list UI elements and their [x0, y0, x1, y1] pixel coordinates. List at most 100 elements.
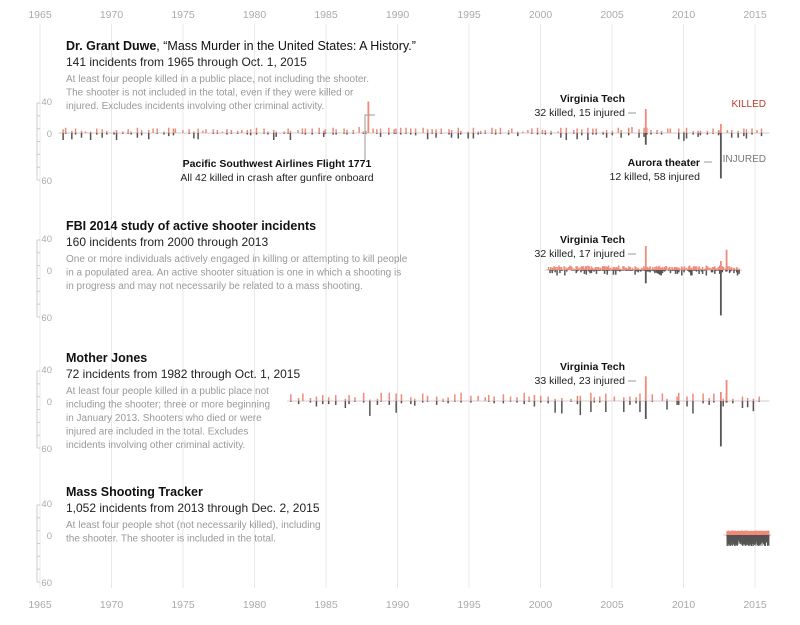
bar-injured — [735, 270, 738, 273]
panel-description-line: At least four people killed in a public … — [66, 74, 369, 85]
bar-killed — [647, 267, 650, 270]
panel-description-line: in a populated area. An active shooter s… — [66, 268, 401, 279]
bar-injured — [64, 133, 67, 134]
bar-injured — [598, 270, 601, 271]
bar-killed — [421, 393, 424, 401]
bar-injured — [549, 270, 552, 271]
bar-killed — [84, 131, 87, 133]
bar-injured — [297, 401, 300, 405]
bar-killed — [581, 129, 583, 133]
bar-killed — [127, 129, 129, 133]
bar-killed — [335, 395, 337, 401]
bar-killed — [410, 128, 412, 133]
bar-injured — [638, 270, 641, 271]
bar-injured — [275, 133, 277, 137]
panel-title: Mother Jones — [66, 351, 147, 365]
bar-killed — [388, 127, 390, 133]
bar-injured — [516, 401, 518, 403]
bar-injured — [561, 270, 564, 271]
bar-killed — [701, 267, 704, 270]
bar-killed — [152, 128, 154, 133]
bar-injured — [612, 270, 615, 275]
panel-title: Mass Shooting Tracker — [66, 485, 203, 499]
bar-killed — [732, 268, 734, 270]
bar-injured — [643, 133, 645, 137]
bar-killed — [634, 266, 636, 270]
bar-injured — [460, 133, 462, 135]
bar-killed — [335, 129, 337, 133]
bar-killed — [599, 396, 601, 401]
annotation-title: Aurora theater — [628, 157, 700, 169]
bar-killed — [566, 268, 569, 270]
bar-injured — [80, 133, 83, 138]
bar-killed — [639, 269, 642, 270]
bar-killed — [527, 130, 529, 133]
bar-injured — [602, 270, 604, 271]
bar-killed — [287, 128, 289, 133]
bar-injured — [715, 270, 718, 271]
bar-injured — [654, 270, 656, 274]
bar-injured — [502, 401, 505, 404]
bar-injured — [753, 535, 755, 546]
bar-killed — [448, 129, 450, 133]
bar-injured — [460, 401, 462, 403]
bar-injured — [646, 270, 649, 272]
bar-killed — [140, 130, 143, 133]
bar-killed — [414, 398, 416, 401]
bar-injured — [758, 535, 759, 544]
bar-killed — [615, 267, 618, 270]
bar-injured — [593, 401, 595, 403]
bar-killed — [615, 267, 617, 270]
bar-killed — [595, 128, 597, 133]
bar-injured — [335, 133, 337, 135]
bar-injured — [624, 270, 627, 271]
y-tick-label-0: 0 — [47, 129, 52, 140]
bar-killed — [669, 128, 672, 133]
bar-injured — [625, 270, 628, 271]
panel-title-bold: FBI 2014 study of active shooter inciden… — [66, 219, 316, 233]
bar-injured — [583, 270, 586, 274]
bar-injured — [628, 270, 630, 271]
bar-killed — [636, 268, 638, 270]
bar-killed — [643, 266, 645, 270]
bar-injured — [658, 270, 661, 275]
panel-description-line: in progress and may not necessarily be r… — [66, 281, 363, 292]
panel-description-line: injured. Excludes incidents involving ot… — [66, 101, 324, 112]
bar-killed — [585, 266, 588, 270]
bar-injured — [216, 133, 219, 134]
bar-injured — [332, 133, 334, 135]
bar-killed — [617, 265, 620, 270]
x-tick-label-top: 1980 — [243, 9, 267, 21]
x-tick-label-bottom: 2015 — [743, 599, 767, 611]
bar-killed — [96, 128, 98, 133]
bar-injured — [426, 133, 429, 140]
bar-injured — [547, 401, 549, 404]
bar-killed — [74, 128, 77, 133]
bar-injured — [579, 401, 582, 416]
bar-injured — [487, 401, 490, 402]
bar-killed — [741, 396, 744, 401]
bar-injured — [678, 270, 680, 273]
bar-injured — [683, 133, 685, 141]
bar-killed — [556, 267, 558, 270]
bar-injured — [376, 401, 379, 405]
bar-injured — [544, 133, 547, 135]
bar-injured — [362, 401, 365, 403]
bar-killed — [236, 130, 239, 133]
bar-killed — [89, 131, 92, 133]
bar-injured — [565, 133, 568, 141]
annotation-leader-line — [364, 114, 375, 160]
x-tick-label-top: 2000 — [529, 9, 553, 21]
bar-killed — [372, 128, 374, 133]
bar-killed — [263, 128, 265, 133]
bar-killed — [226, 129, 228, 133]
bar-killed — [472, 127, 475, 133]
bar-killed — [605, 393, 607, 401]
bar-killed — [551, 267, 553, 270]
bar-killed — [365, 130, 367, 133]
bar-killed — [714, 266, 716, 270]
bar-killed — [638, 269, 641, 270]
bar-killed — [289, 130, 292, 133]
bar-killed — [692, 393, 694, 401]
bar-injured — [540, 401, 542, 403]
